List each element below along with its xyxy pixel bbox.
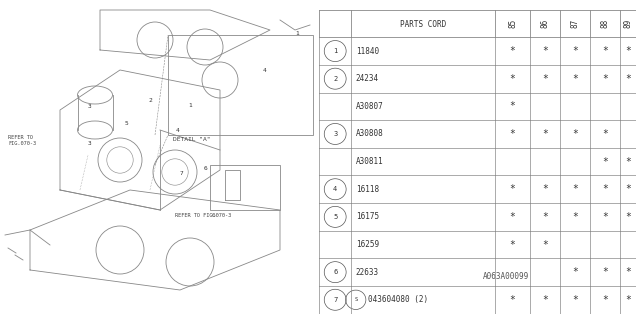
Text: 1: 1: [188, 103, 192, 108]
Text: 2: 2: [148, 98, 152, 103]
Bar: [210, 165, 280, 210]
Text: 3: 3: [333, 131, 337, 137]
Text: DETAIL "A": DETAIL "A": [173, 137, 211, 142]
Text: 3: 3: [88, 141, 92, 146]
Text: *: *: [542, 74, 548, 84]
Text: 24234: 24234: [356, 74, 379, 83]
Text: 6: 6: [204, 166, 208, 171]
Bar: [168, 35, 313, 135]
Text: 6: 6: [333, 269, 337, 275]
Text: 89: 89: [624, 19, 633, 28]
Text: A30807: A30807: [356, 102, 383, 111]
Text: A30808: A30808: [356, 130, 383, 139]
Text: *: *: [509, 129, 516, 139]
Text: REFER TO FIG.070-3: REFER TO FIG.070-3: [175, 213, 231, 218]
Text: REFER TO
FIG.070-3: REFER TO FIG.070-3: [8, 135, 36, 146]
Text: *: *: [572, 212, 578, 222]
Text: *: *: [602, 184, 608, 194]
Text: 3: 3: [88, 104, 92, 109]
Text: *: *: [625, 156, 631, 167]
Text: 5: 5: [333, 214, 337, 220]
Text: 86: 86: [541, 19, 550, 28]
Text: *: *: [509, 239, 516, 250]
Text: *: *: [572, 46, 578, 56]
Text: *: *: [625, 74, 631, 84]
Text: *: *: [625, 295, 631, 305]
Text: 4: 4: [333, 186, 337, 192]
Text: A063A00099: A063A00099: [483, 272, 529, 281]
Text: *: *: [572, 295, 578, 305]
Text: *: *: [542, 184, 548, 194]
Text: *: *: [572, 184, 578, 194]
Text: *: *: [509, 46, 516, 56]
Text: 16259: 16259: [356, 240, 379, 249]
Text: *: *: [602, 267, 608, 277]
Text: 22633: 22633: [356, 268, 379, 277]
Text: 043604080 (2): 043604080 (2): [369, 295, 429, 304]
Text: *: *: [542, 46, 548, 56]
Text: *: *: [509, 101, 516, 111]
Text: *: *: [572, 74, 578, 84]
Text: 7: 7: [180, 171, 184, 176]
Text: 7: 7: [333, 297, 337, 303]
Text: *: *: [509, 212, 516, 222]
Text: S: S: [354, 297, 357, 302]
Text: *: *: [602, 46, 608, 56]
Text: 16118: 16118: [356, 185, 379, 194]
Text: *: *: [625, 184, 631, 194]
Text: *: *: [602, 295, 608, 305]
Text: A30811: A30811: [356, 157, 383, 166]
Text: *: *: [572, 129, 578, 139]
Text: 85: 85: [508, 19, 517, 28]
Text: *: *: [602, 129, 608, 139]
Text: 6: 6: [212, 213, 216, 218]
Text: 87: 87: [571, 19, 580, 28]
Text: *: *: [542, 239, 548, 250]
Text: *: *: [572, 267, 578, 277]
Text: *: *: [602, 212, 608, 222]
Text: *: *: [542, 295, 548, 305]
Text: 4: 4: [263, 68, 267, 73]
Text: PARTS CORD: PARTS CORD: [400, 20, 446, 29]
Text: *: *: [542, 212, 548, 222]
Text: *: *: [509, 184, 516, 194]
Text: 2: 2: [333, 76, 337, 82]
Text: *: *: [602, 156, 608, 167]
Text: *: *: [542, 129, 548, 139]
Text: *: *: [625, 46, 631, 56]
Text: 1: 1: [333, 48, 337, 54]
Text: 1: 1: [295, 31, 299, 36]
Text: 16175: 16175: [356, 212, 379, 221]
Text: 11840: 11840: [356, 46, 379, 56]
Text: *: *: [625, 212, 631, 222]
Text: 5: 5: [125, 121, 129, 126]
Text: 4: 4: [176, 128, 180, 133]
Text: *: *: [509, 295, 516, 305]
Text: *: *: [625, 267, 631, 277]
Text: 88: 88: [601, 19, 610, 28]
Text: *: *: [602, 74, 608, 84]
Text: *: *: [509, 74, 516, 84]
